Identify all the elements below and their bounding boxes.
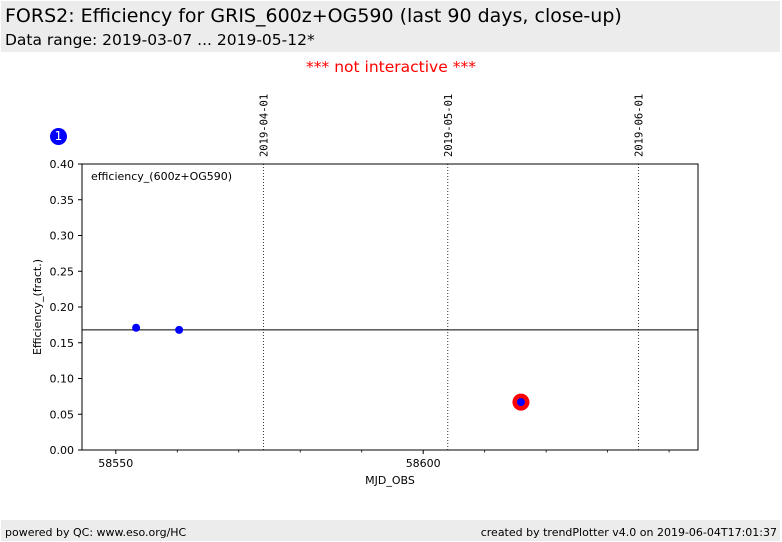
y-tick-label: 0.20: [50, 301, 75, 314]
plot-number-badge: 1: [50, 128, 67, 145]
data-range-subtitle: Data range: 2019-03-07 ... 2019-05-12*: [5, 31, 315, 49]
date-marker-label: 2019-04-01: [258, 94, 270, 157]
x-tick-label: 58550: [98, 457, 133, 470]
date-marker-label: 2019-05-01: [443, 94, 455, 157]
footer-bar: powered by QC: www.eso.org/HC created by…: [1, 520, 780, 541]
header-bar: FORS2: Efficiency for GRIS_600z+OG590 (l…: [1, 1, 780, 52]
y-axis-label: Efficiency_(fract.): [31, 259, 44, 355]
data-point: [175, 325, 184, 334]
y-tick-label: 0.25: [50, 265, 75, 278]
y-tick-label: 0.00: [50, 444, 75, 457]
page-title: FORS2: Efficiency for GRIS_600z+OG590 (l…: [5, 5, 622, 27]
y-tick-label: 0.35: [50, 194, 75, 207]
y-tick-label: 0.10: [50, 373, 75, 386]
y-tick-label: 0.15: [50, 337, 75, 350]
not-interactive-notice: *** not interactive ***: [306, 58, 476, 76]
date-marker-label: 2019-06-01: [633, 94, 645, 157]
plot-frame: [81, 163, 699, 451]
x-tick-label: 58600: [406, 457, 441, 470]
y-tick-label: 0.05: [50, 408, 75, 421]
y-tick-label: 0.40: [50, 158, 75, 171]
footer-created-by: created by trendPlotter v4.0 on 2019-06-…: [480, 526, 777, 539]
x-axis-label: MJD_OBS: [365, 474, 415, 487]
footer-powered-by: powered by QC: www.eso.org/HC: [5, 526, 187, 539]
legend-label: efficiency_(600z+OG590): [91, 170, 232, 183]
data-point: [132, 323, 141, 332]
y-tick-label: 0.30: [50, 230, 75, 243]
data-point: [516, 398, 525, 407]
